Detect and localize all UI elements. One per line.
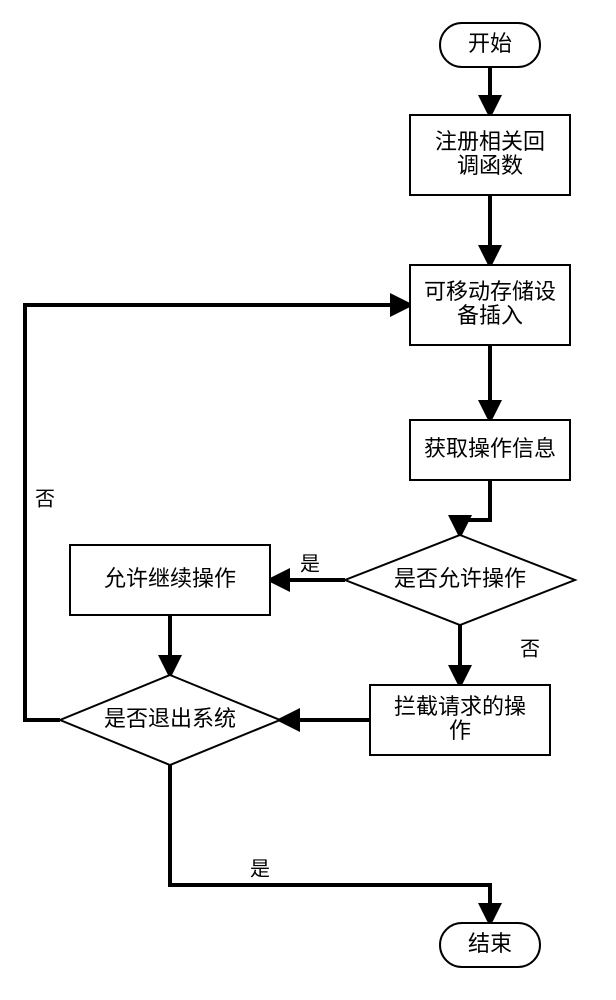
edge	[170, 765, 490, 923]
node-label: 注册相关回	[435, 129, 545, 154]
node-n2: 可移动存储设备插入	[410, 265, 570, 345]
node-start: 开始	[440, 23, 540, 67]
node-end: 结束	[440, 923, 540, 967]
edge	[460, 480, 490, 535]
node-d1: 是否允许操作	[345, 535, 575, 625]
edge-label: 否	[520, 638, 540, 660]
node-n5: 拦截请求的操作	[370, 685, 550, 755]
edge-label: 是	[300, 553, 320, 575]
node-label: 拦截请求的操	[394, 694, 526, 719]
node-label: 调函数	[457, 153, 523, 178]
node-n4: 允许继续操作	[70, 545, 270, 615]
node-d2: 是否退出系统	[60, 675, 280, 765]
node-label: 结束	[468, 931, 512, 956]
node-label: 备插入	[457, 303, 523, 328]
edge-label: 否	[35, 488, 55, 510]
node-n3: 获取操作信息	[410, 420, 570, 480]
edge	[25, 305, 410, 720]
flowchart: 是否否是开始注册相关回调函数可移动存储设备插入获取操作信息是否允许操作允许继续操…	[0, 0, 616, 1000]
edge-label: 是	[250, 858, 270, 880]
node-label: 允许继续操作	[104, 566, 236, 591]
node-label: 作	[449, 718, 471, 743]
node-label: 开始	[468, 31, 512, 56]
node-label: 是否退出系统	[104, 706, 236, 731]
node-label: 是否允许操作	[394, 566, 526, 591]
node-label: 可移动存储设	[424, 279, 556, 304]
node-n1: 注册相关回调函数	[410, 115, 570, 195]
node-label: 获取操作信息	[424, 436, 556, 461]
